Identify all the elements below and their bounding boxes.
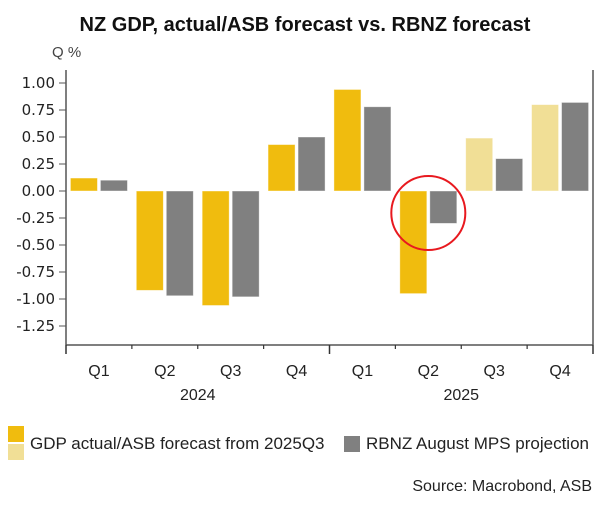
bar-asb-3 [267, 144, 296, 192]
legend-label-asb: GDP actual/ASB forecast from 2025Q3 [30, 434, 325, 453]
bar-chart: 1.00 0.75 0.50 0.25 0.00 -0.25 -0.50 -0.75 -1.00… [16, 70, 594, 404]
source-note: Source: Macrobond, ASB [412, 478, 592, 495]
y-tick-label: 0.00 [22, 182, 55, 200]
legend-swatch-forecast [8, 444, 24, 460]
bar-asb-5 [399, 190, 428, 294]
x-group-label: 2025 [443, 387, 479, 404]
bar-asb-4 [333, 89, 362, 192]
bar-asb-6 [465, 137, 494, 192]
y-tick-label: 0.50 [22, 128, 55, 146]
bar-rbnz-5 [429, 190, 458, 224]
bar-asb-0 [70, 177, 98, 192]
bar-rbnz-2 [231, 190, 260, 298]
highlight-circle [390, 175, 467, 251]
bar-asb-7 [531, 104, 559, 192]
x-tick-label: Q4 [286, 363, 307, 380]
bar-asb-2 [201, 190, 230, 306]
y-tick-label: 0.25 [22, 155, 55, 173]
x-tick-label: Q2 [154, 363, 175, 380]
x-tick-label: Q1 [352, 363, 373, 380]
legend-swatch-actual [8, 426, 24, 442]
legend: GDP actual/ASB forecast from 2025Q3 RBNZ… [8, 426, 608, 466]
bar-rbnz-6 [495, 158, 524, 192]
bar-rbnz-1 [165, 190, 194, 297]
y-tick-label: 0.75 [22, 101, 55, 119]
y-tick-label: -0.25 [16, 209, 55, 227]
bar-rbnz-3 [297, 136, 326, 192]
x-tick-label: Q3 [484, 363, 505, 380]
bar-asb-1 [135, 190, 164, 291]
x-group-label: 2024 [180, 387, 216, 404]
annotations [390, 175, 467, 251]
chart-title: NZ GDP, actual/ASB forecast vs. RBNZ for… [79, 14, 531, 36]
bar-rbnz-4 [363, 106, 392, 192]
y-axis-unit-label: Q % [52, 44, 82, 61]
y-tick-label: -1.00 [16, 290, 55, 308]
x-tick-label: Q4 [549, 363, 570, 380]
y-tick-label: -0.50 [16, 236, 55, 254]
y-tick-label: -0.75 [16, 263, 55, 281]
x-tick-label: Q1 [88, 363, 109, 380]
y-tick-label: -1.25 [16, 317, 55, 335]
legend-swatch-rbnz [344, 436, 360, 452]
y-tick-label: 1.00 [22, 74, 55, 92]
bar-rbnz-0 [100, 179, 128, 192]
axis-labels: 1.00 0.75 0.50 0.25 0.00 -0.25 -0.50 -0.75 -1.00… [16, 74, 571, 404]
bar-rbnz-7 [561, 102, 589, 192]
x-tick-label: Q2 [418, 363, 439, 380]
x-tick-label: Q3 [220, 363, 241, 380]
legend-label-rbnz: RBNZ August MPS projection [366, 434, 589, 453]
bars [70, 89, 589, 306]
axes [59, 70, 594, 354]
